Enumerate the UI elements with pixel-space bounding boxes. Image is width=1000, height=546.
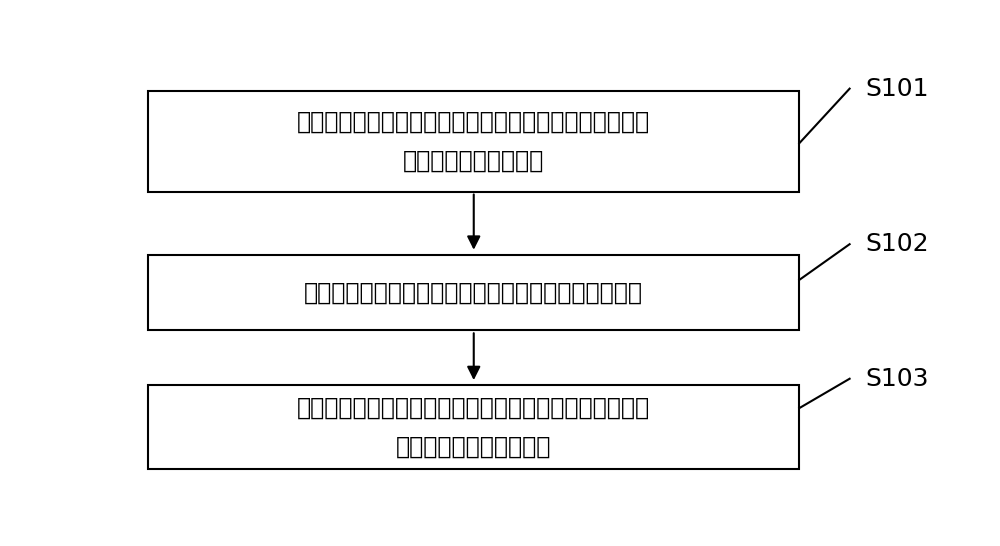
FancyBboxPatch shape <box>148 254 799 330</box>
Text: S101: S101 <box>865 76 929 100</box>
Text: S102: S102 <box>865 232 929 256</box>
Text: 基于表计的表地址，从第一通讯信道表中离散一个信道作
为表计运行时的通讯信道: 基于表计的表地址，从第一通讯信道表中离散一个信道作 为表计运行时的通讯信道 <box>297 395 650 459</box>
FancyBboxPatch shape <box>148 385 799 469</box>
FancyBboxPatch shape <box>148 91 799 192</box>
Text: 根据规定频段内扩频因子及带宽的变化，设置各种类型的
表所对应的通讯信道表: 根据规定频段内扩频因子及带宽的变化，设置各种类型的 表所对应的通讯信道表 <box>297 110 650 173</box>
Text: S103: S103 <box>865 367 929 391</box>
Text: 基于表计的表类型，为表计匹配对应的第一通讯信道表: 基于表计的表类型，为表计匹配对应的第一通讯信道表 <box>304 281 643 305</box>
